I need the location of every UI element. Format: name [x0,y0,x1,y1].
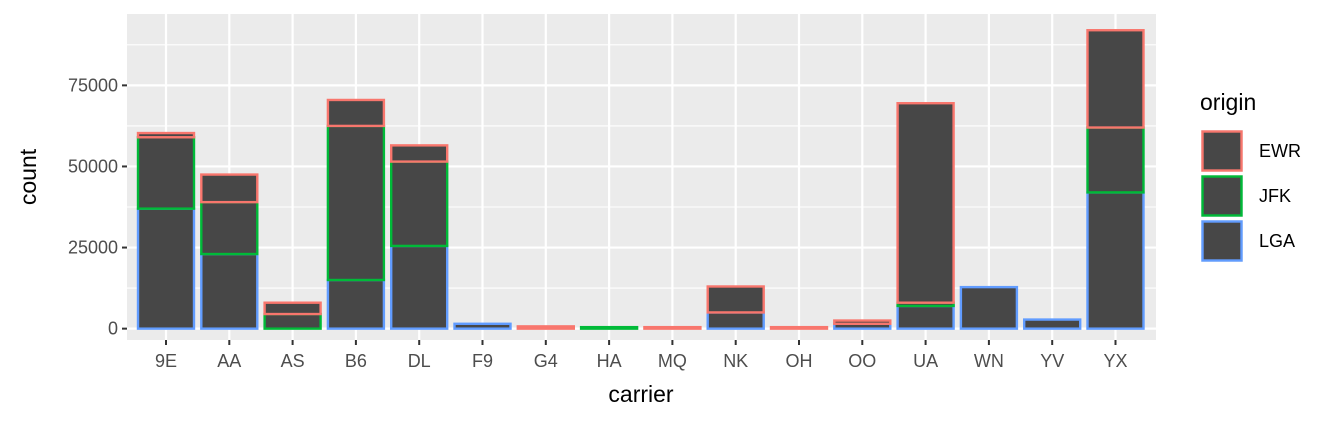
x-tick-label: OO [848,351,876,371]
x-tick-label: DL [408,351,431,371]
y-tick-label: 75000 [68,75,118,95]
y-tick-label: 25000 [68,238,118,258]
bar-AA-JFK [200,200,259,256]
bar-AS-JFK [263,312,322,330]
bar-B6-EWR [326,98,386,128]
x-tick-label: WN [974,351,1004,371]
x-tick-label: G4 [534,351,558,371]
x-tick-label: HA [597,351,622,371]
bar-DL-EWR [390,144,449,163]
bar-YX-EWR [1086,29,1145,129]
bar-NK-LGA [706,311,765,330]
bar-B6-LGA [326,278,386,330]
x-axis-title: carrier [608,381,674,407]
x-tick-label: AA [217,351,241,371]
x-tick-label: UA [913,351,938,371]
bar-YX-JFK [1086,126,1145,194]
bar-DL-LGA [390,244,449,330]
x-tick-label: NK [723,351,748,371]
bar-F9-LGA [453,322,512,330]
bar-YX-LGA [1086,191,1145,330]
bar-DL-JFK [390,160,449,248]
bar-OH-EWR [769,325,829,330]
y-tick-label: 50000 [68,156,118,176]
bar-NK-EWR [706,285,765,314]
bar-9E-LGA [136,207,196,330]
bar-9E-EWR [136,131,196,139]
legend-label-EWR: EWR [1259,141,1301,161]
bar-OO-EWR [833,319,892,325]
bar-AA-EWR [200,173,259,204]
bar-9E-JFK [136,136,196,210]
bar-G4-EWR [516,325,575,330]
y-axis-title: count [15,148,41,205]
x-tick-label: OH [786,351,813,371]
x-tick-label: YX [1103,351,1127,371]
bar-AS-EWR [263,301,322,316]
x-tick-label: 9E [155,351,177,371]
y-axis: 0 25000 50000 75000 [68,75,127,339]
legend-key-LGA [1201,220,1243,262]
x-axis: 9E AA AS B6 DL F9 G4 HA MQ NK OH OO UA WN YV YX [155,340,1128,371]
bar-YV-LGA [1022,318,1082,330]
bar-WN-LGA [959,285,1019,330]
bar-HA-JFK [579,325,639,330]
x-tick-label: B6 [345,351,367,371]
legend-key-EWR [1201,130,1243,172]
x-tick-label: MQ [658,351,687,371]
bar-UA-LGA [896,304,955,330]
bar-AA-LGA [200,252,259,330]
bars [136,29,1145,330]
legend-title: origin [1200,89,1256,115]
bar-MQ-EWR [643,325,702,330]
legend: origin EWR JFK LGA [1200,89,1301,262]
x-tick-label: AS [281,351,305,371]
bar-UA-EWR [896,102,955,304]
bar-B6-JFK [326,124,386,282]
plot-panel [127,14,1156,340]
legend-label-LGA: LGA [1259,231,1295,251]
y-tick-label: 0 [108,319,118,339]
legend-label-JFK: JFK [1259,186,1291,206]
x-tick-label: F9 [472,351,493,371]
legend-key-JFK [1201,175,1243,217]
x-tick-label: YV [1040,351,1064,371]
